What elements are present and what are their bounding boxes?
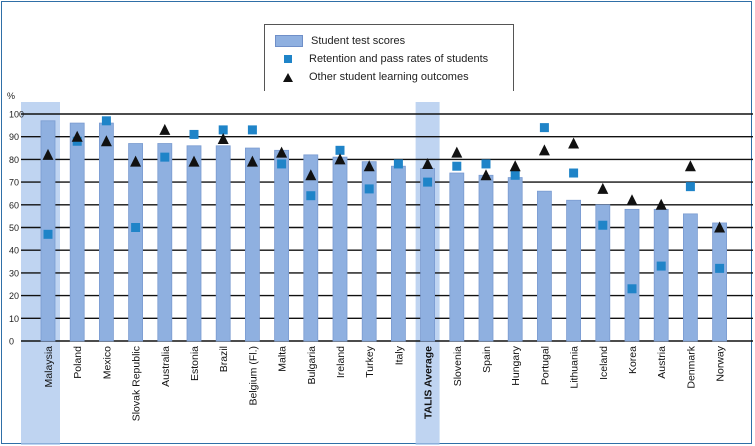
x-tick-label: Belgium (Fl.): [247, 346, 259, 406]
bar: [70, 123, 84, 341]
bar: [187, 146, 201, 341]
x-tick-label: Spain: [481, 346, 493, 373]
x-tick-label: Denmark: [685, 345, 697, 388]
x-tick-label: Ireland: [335, 346, 347, 378]
retention-marker: [131, 223, 140, 232]
retention-marker: [628, 284, 637, 293]
legend-bar-swatch: [275, 35, 303, 47]
retention-marker: [540, 123, 549, 132]
bar: [654, 209, 668, 341]
x-tick-label: Slovenia: [452, 346, 464, 386]
outcome-marker: [597, 183, 608, 194]
retention-marker: [394, 159, 403, 168]
bar: [99, 123, 113, 341]
outcome-marker: [159, 124, 170, 135]
y-tick-label: 50: [9, 223, 19, 233]
retention-marker: [277, 159, 286, 168]
legend-item-other-outcomes: Other student learning outcomes: [275, 69, 469, 85]
bar: [625, 209, 639, 341]
chart-legend: Student test scores Retention and pass r…: [264, 24, 514, 91]
x-tick-label: Portugal: [539, 346, 551, 385]
bar: [129, 144, 143, 341]
x-tick-label: Turkey: [364, 345, 376, 377]
x-tick-label: Slovak Republic: [131, 346, 143, 421]
bar: [508, 178, 522, 341]
y-tick-label: 20: [9, 291, 19, 301]
retention-marker: [44, 230, 53, 239]
y-axis-label: %: [7, 91, 15, 101]
bar: [245, 148, 259, 341]
x-tick-label: Estonia: [189, 346, 201, 381]
x-tick-label: Malaysia: [43, 346, 55, 388]
retention-marker: [657, 262, 666, 271]
retention-marker: [482, 159, 491, 168]
x-tick-label: Bulgaria: [306, 346, 318, 385]
outcome-marker: [510, 160, 521, 171]
outcome-marker: [568, 138, 579, 149]
retention-marker: [160, 153, 169, 162]
bar: [333, 157, 347, 341]
y-tick-label: 70: [9, 178, 19, 188]
bar: [421, 168, 435, 341]
legend-label-test-scores: Student test scores: [311, 35, 405, 47]
outcome-marker: [539, 144, 550, 155]
outcome-marker: [451, 147, 462, 158]
bar: [304, 155, 318, 341]
x-tick-label: Poland: [72, 346, 84, 379]
bar: [158, 144, 172, 341]
y-tick-label: 90: [9, 132, 19, 142]
x-tick-label: TALIS Average: [423, 346, 435, 419]
retention-marker: [715, 264, 724, 273]
outcome-marker: [627, 194, 638, 205]
legend-label-other-outcomes: Other student learning outcomes: [309, 71, 469, 83]
outcome-marker: [685, 160, 696, 171]
x-tick-label: Iceland: [598, 346, 610, 380]
bar: [567, 200, 581, 341]
outcome-marker: [481, 169, 492, 180]
retention-marker: [423, 178, 432, 187]
bar: [537, 191, 551, 341]
retention-marker: [190, 130, 199, 139]
x-tick-label: Brazil: [218, 346, 230, 372]
retention-marker: [306, 191, 315, 200]
retention-marker: [511, 171, 520, 180]
bar: [216, 146, 230, 341]
y-tick-label: 10: [9, 314, 19, 324]
x-tick-label: Lithuania: [569, 346, 581, 389]
y-tick-label: 100: [9, 110, 24, 120]
legend-triangle-marker: [283, 73, 293, 82]
retention-marker: [102, 116, 111, 125]
bar: [275, 150, 289, 341]
legend-square-marker: [284, 55, 292, 63]
y-tick-label: 60: [9, 200, 19, 210]
outcome-marker: [218, 133, 229, 144]
x-tick-label: Hungary: [510, 345, 522, 385]
retention-marker: [365, 184, 374, 193]
x-tick-label: Korea: [627, 346, 639, 374]
x-tick-label: Austria: [656, 346, 668, 379]
bar: [713, 223, 727, 341]
legend-item-test-scores: Student test scores: [275, 33, 405, 49]
y-tick-label: 40: [9, 246, 19, 256]
bar: [479, 175, 493, 341]
bar: [450, 173, 464, 341]
y-tick-label: 80: [9, 155, 19, 165]
retention-marker: [569, 169, 578, 178]
y-tick-label: 0: [9, 337, 14, 347]
retention-marker: [686, 182, 695, 191]
y-tick-label: 30: [9, 268, 19, 278]
x-tick-label: Mexico: [101, 346, 113, 379]
legend-label-retention: Retention and pass rates of students: [309, 53, 488, 65]
retention-marker: [598, 221, 607, 230]
x-tick-label: Norway: [715, 345, 727, 381]
retention-marker: [452, 162, 461, 171]
bar: [391, 166, 405, 341]
x-tick-label: Italy: [393, 345, 405, 365]
retention-marker: [248, 125, 257, 134]
x-tick-label: Australia: [160, 346, 172, 387]
bar: [683, 214, 697, 341]
legend-item-retention: Retention and pass rates of students: [275, 51, 488, 67]
x-tick-label: Malta: [277, 346, 289, 372]
